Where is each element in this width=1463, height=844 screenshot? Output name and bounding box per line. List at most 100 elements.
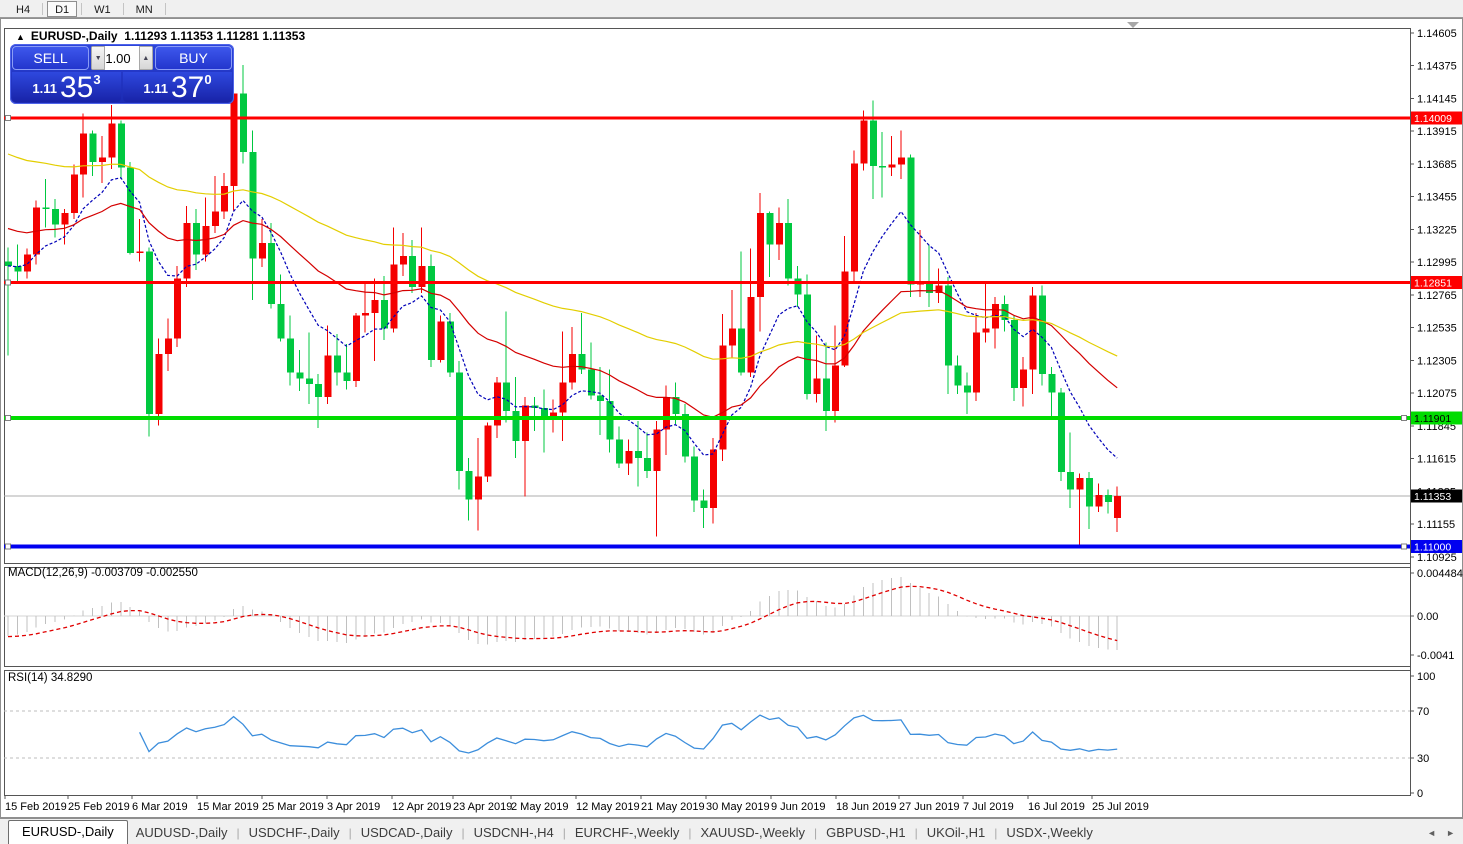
chart-tab-eurusd-daily[interactable]: EURUSD-,Daily bbox=[8, 820, 128, 844]
candle-up bbox=[1114, 496, 1122, 518]
tab-scroll-left-icon[interactable]: ◄ bbox=[1427, 828, 1437, 838]
tab-separator: | bbox=[688, 826, 692, 840]
candle-up bbox=[813, 378, 821, 394]
macd-indicator-label: MACD(12,26,9) -0.003709 -0.002550 bbox=[8, 567, 198, 579]
candle-down bbox=[822, 378, 830, 412]
candle-up bbox=[888, 164, 896, 168]
line-anchor-handle[interactable] bbox=[1401, 414, 1407, 421]
chart-tab-audusd-daily[interactable]: AUDUSD-,Daily bbox=[135, 825, 228, 840]
candle-up bbox=[80, 133, 88, 175]
timeframe-button-h4[interactable]: H4 bbox=[16, 3, 31, 16]
volume-stepper: ▼ 1.00 ▲ bbox=[91, 46, 153, 70]
timeframe-button-d1[interactable]: D1 bbox=[47, 0, 78, 17]
candle-up bbox=[155, 354, 163, 414]
main-pane bbox=[4, 28, 1411, 564]
candle-down bbox=[127, 167, 135, 253]
candle-up bbox=[973, 332, 981, 393]
volume-increase-icon[interactable]: ▲ bbox=[138, 46, 153, 70]
candle-down bbox=[804, 294, 811, 394]
candle-up bbox=[728, 328, 736, 346]
chart-ohlc-values: 1.11293 1.11353 1.11281 1.11353 bbox=[124, 29, 306, 43]
rsi-scale-label: 30 bbox=[1417, 753, 1429, 765]
level-price-tag-text: 1.14009 bbox=[1414, 113, 1452, 125]
candle-up bbox=[164, 338, 172, 355]
timeframe-button-mn[interactable]: MN bbox=[135, 3, 153, 16]
chart-shift-marker-icon[interactable] bbox=[1127, 22, 1139, 28]
candle-down bbox=[644, 458, 652, 471]
line-anchor-handle[interactable] bbox=[5, 114, 11, 121]
chart-tab-usdcad-daily[interactable]: USDCAD-,Daily bbox=[360, 825, 453, 840]
candle-up bbox=[1076, 477, 1084, 490]
candle-down bbox=[277, 304, 285, 339]
date-axis-label: 6 Mar 2019 bbox=[132, 801, 188, 813]
line-anchor-handle[interactable] bbox=[1401, 543, 1407, 550]
tab-scroll-right-icon[interactable]: ► bbox=[1446, 828, 1455, 838]
candle-down bbox=[578, 354, 586, 370]
chart-window: 1.14605 1.14375 1.14145 1.13915 1.13685 1.134… bbox=[0, 18, 1463, 818]
line-anchor-handle[interactable] bbox=[5, 279, 11, 286]
volume-field[interactable]: 1.00 bbox=[105, 46, 139, 70]
candle-up bbox=[559, 382, 567, 413]
volume-decrease-icon[interactable]: ▼ bbox=[91, 46, 106, 70]
candle-down bbox=[334, 355, 341, 373]
sell-price[interactable]: 1.11 35 3 bbox=[12, 72, 121, 103]
candle-up bbox=[352, 315, 360, 382]
level-price-tag-text: 1.11000 bbox=[1414, 541, 1451, 553]
candle-down bbox=[315, 383, 323, 397]
candle-down bbox=[456, 372, 464, 471]
candle-down bbox=[907, 157, 915, 285]
candle-up bbox=[493, 382, 501, 426]
candle-down bbox=[512, 411, 520, 441]
rsi-line bbox=[139, 714, 1118, 754]
candle-down bbox=[52, 208, 59, 225]
candle-down bbox=[1048, 374, 1056, 393]
candle-up bbox=[747, 297, 755, 373]
candle-up bbox=[70, 174, 78, 214]
candle-up bbox=[390, 264, 398, 329]
candle-up bbox=[625, 450, 633, 464]
line-anchor-handle[interactable] bbox=[5, 543, 11, 550]
date-axis-label: 15 Feb 2019 bbox=[5, 801, 67, 813]
line-anchor-handle[interactable] bbox=[5, 414, 11, 421]
chart-tab-eurchf-weekly[interactable]: EURCHF-,Weekly bbox=[574, 825, 680, 840]
sell-button[interactable]: SELL bbox=[12, 46, 89, 70]
candle-up bbox=[211, 211, 219, 226]
price-axis-label: 1.12305 bbox=[1417, 355, 1457, 367]
chart-tab-xauusd-weekly[interactable]: XAUUSD-,Weekly bbox=[700, 825, 806, 840]
rsi-pane bbox=[4, 670, 1411, 796]
price-axis-label: 1.11615 bbox=[1417, 454, 1456, 466]
collapse-arrow-icon[interactable]: ▲ bbox=[16, 32, 25, 42]
toolbar-separator bbox=[164, 2, 166, 15]
chart-tab-usdcnh-h4[interactable]: USDCNH-,H4 bbox=[473, 825, 554, 840]
rsi-indicator-label: RSI(14) 34.8290 bbox=[8, 672, 93, 684]
price-chart-canvas[interactable]: 1.14605 1.14375 1.14145 1.13915 1.13685 1.134… bbox=[0, 18, 1463, 818]
candle-up bbox=[1095, 495, 1103, 507]
chart-tab-gbpusd-h1[interactable]: GBPUSD-,H1 bbox=[826, 825, 906, 840]
timeframe-button-w1[interactable]: W1 bbox=[94, 3, 111, 16]
chart-symbol-period: EURUSD-,Daily bbox=[30, 29, 118, 43]
price-axis-label: 1.12995 bbox=[1417, 257, 1457, 269]
candle-down bbox=[5, 261, 12, 266]
macd-signal-line bbox=[7, 585, 1118, 642]
candle-down bbox=[117, 123, 125, 168]
date-axis-label: 2 May 2019 bbox=[511, 801, 568, 813]
candle-up bbox=[362, 312, 370, 316]
candle-up bbox=[484, 425, 492, 477]
buy-button[interactable]: BUY bbox=[155, 46, 232, 70]
candle-up bbox=[663, 396, 670, 430]
rsi-scale-label: 100 bbox=[1417, 671, 1435, 683]
sell-price-pip: 3 bbox=[93, 72, 101, 87]
candle-up bbox=[202, 225, 210, 255]
candle-down bbox=[691, 456, 699, 501]
price-axis-label: 1.10925 bbox=[1417, 552, 1457, 564]
candle-up bbox=[935, 285, 943, 293]
candle-up bbox=[399, 255, 407, 265]
chart-tab-usdx-weekly[interactable]: USDX-,Weekly bbox=[1006, 825, 1093, 840]
candle-down bbox=[869, 120, 877, 167]
chart-tab-usdchf-daily[interactable]: USDCHF-,Daily bbox=[248, 825, 340, 840]
tab-separator: | bbox=[814, 826, 818, 840]
date-axis-label: 9 Jun 2019 bbox=[771, 801, 825, 813]
buy-price[interactable]: 1.11 37 0 bbox=[123, 72, 232, 103]
candle-up bbox=[174, 278, 182, 339]
chart-tab-ukoil-h1[interactable]: UKOil-,H1 bbox=[926, 825, 986, 840]
